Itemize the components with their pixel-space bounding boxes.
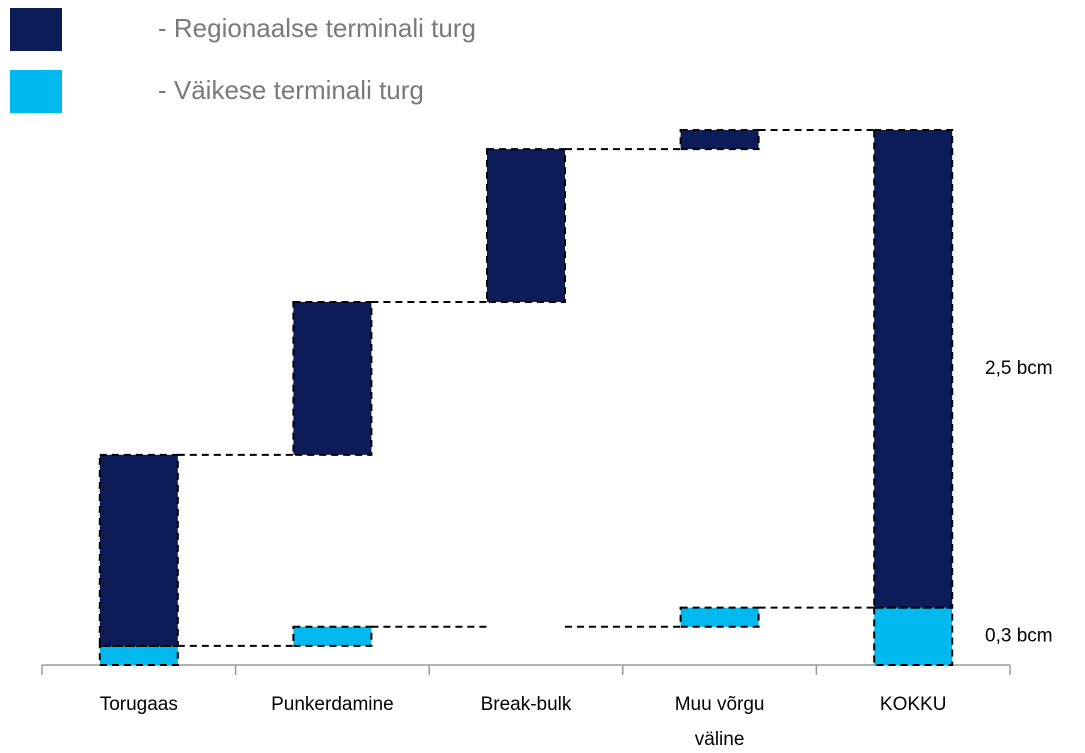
bar-outline xyxy=(292,625,373,647)
bar-outline xyxy=(292,300,373,456)
legend-swatch xyxy=(10,70,62,113)
label-line: väline xyxy=(695,729,745,750)
legend-swatch xyxy=(10,8,62,51)
bar xyxy=(99,454,178,646)
x-tick-label: Torugaas xyxy=(100,694,178,715)
x-tick-label: Punkerdamine xyxy=(271,694,394,715)
bar xyxy=(487,149,565,302)
bar xyxy=(293,301,372,455)
x-tick-label: KOKKU xyxy=(880,694,947,715)
bar xyxy=(99,645,178,665)
label-line: Muu võrgu xyxy=(675,694,765,715)
annotation: 2,5 bcm xyxy=(985,358,1053,379)
annotation: 0,3 bcm xyxy=(985,625,1053,646)
legend-label: - Regionaalse terminali turg xyxy=(158,13,476,43)
bar xyxy=(293,626,372,646)
bar-outline xyxy=(98,453,179,647)
bar-outline xyxy=(873,129,954,609)
bar xyxy=(874,130,953,608)
x-tick-label: Break-bulk xyxy=(481,694,572,715)
bar-outline xyxy=(679,606,760,628)
x-tick-label: Muu võrgu väline xyxy=(675,694,765,750)
bar xyxy=(680,607,759,627)
bar xyxy=(874,607,953,665)
legend-label: - Väikese terminali turg xyxy=(158,75,424,105)
bar-outline xyxy=(679,129,760,151)
bar-outline xyxy=(486,148,566,303)
bar xyxy=(680,130,759,150)
